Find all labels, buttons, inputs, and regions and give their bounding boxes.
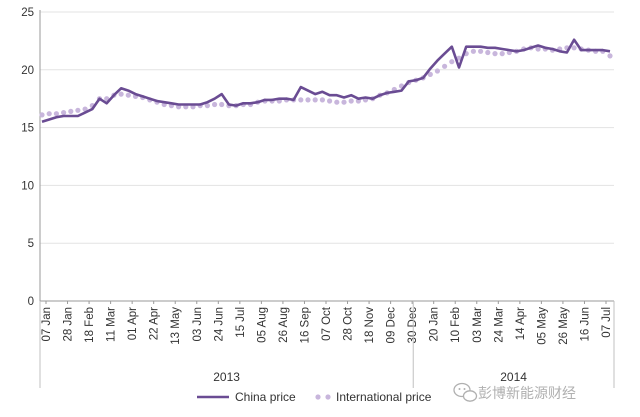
watermark: 彭博新能源财经: [453, 382, 576, 402]
data-point: [427, 71, 433, 77]
x-tick-label: 14 Apr: [515, 307, 527, 340]
data-point: [535, 46, 541, 52]
x-tick-label: 13 May: [170, 307, 182, 345]
data-point: [212, 101, 218, 108]
data-point: [341, 99, 347, 105]
data-point: [305, 97, 311, 103]
x-tick-label: 11 Mar: [106, 307, 118, 342]
x-tick-label: 26 May: [558, 307, 570, 345]
data-point: [118, 91, 124, 97]
y-tick-label: 15: [21, 123, 34, 135]
data-point: [82, 106, 88, 112]
x-tick-label: 15 Jul: [235, 307, 247, 338]
series-international-price: [39, 45, 613, 118]
data-point: [46, 111, 52, 117]
data-point: [492, 51, 498, 57]
data-point: [298, 97, 304, 103]
data-point: [319, 97, 325, 103]
data-point: [434, 68, 440, 74]
x-tick-label: 09 Dec: [386, 307, 398, 344]
data-point: [68, 108, 74, 114]
x-tick-label: 16 Sep: [299, 307, 311, 343]
x-tick-label: 10 Feb: [450, 307, 462, 343]
axes: [39, 10, 614, 304]
x-tick-label: 05 May: [536, 307, 548, 345]
data-point: [53, 111, 60, 117]
data-point: [204, 103, 210, 109]
year-label: 2014: [500, 370, 527, 384]
legend-swatch-international-price: [315, 394, 321, 400]
y-tick-label: 5: [28, 238, 34, 250]
data-point: [219, 101, 225, 108]
x-tick-label: 28 Jan: [63, 307, 75, 342]
x-tick-label: 24 Jun: [213, 307, 225, 342]
year-label: 2013: [213, 370, 240, 384]
data-point: [607, 53, 613, 59]
data-point: [39, 112, 45, 118]
x-tick-label: 28 Oct: [343, 306, 355, 341]
data-point: [327, 98, 333, 104]
gridlines: [40, 11, 614, 244]
y-tick-label: 25: [21, 7, 34, 19]
data-series: [39, 38, 613, 124]
data-point: [334, 99, 340, 105]
x-tick-label: 07 Jul: [601, 307, 613, 338]
x-tick-label: 22 Apr: [149, 307, 161, 340]
wechat-logo-icon: [453, 382, 478, 402]
watermark-text: 彭博新能源财经: [478, 385, 576, 402]
data-point: [485, 49, 491, 56]
x-tick-label: 03 Jun: [192, 307, 204, 342]
x-tick-label: 07 Oct: [321, 306, 333, 341]
x-tick-label: 03 Mar: [472, 307, 484, 343]
data-point: [478, 48, 484, 54]
data-point: [75, 107, 81, 113]
data-point: [348, 98, 354, 104]
x-tick-label: 20 Jan: [429, 307, 441, 342]
x-tick-label: 26 Aug: [278, 307, 290, 343]
data-point: [442, 63, 448, 69]
data-point: [456, 55, 462, 61]
x-tick-label: 16 Jun: [579, 307, 591, 342]
y-tick-label: 10: [21, 180, 34, 192]
data-point: [449, 59, 455, 65]
data-point: [571, 45, 577, 51]
data-point: [312, 97, 318, 103]
year-groups: 2013 2014: [39, 301, 615, 388]
y-tick-labels: 0 5 10 15 20 25: [21, 7, 34, 308]
data-point: [61, 110, 67, 116]
x-tick-label: 01 Apr: [127, 307, 139, 340]
data-point: [499, 51, 505, 57]
legend-label-china-price: China price: [235, 390, 296, 404]
x-tick-labels: 07 Jan 28 Jan 18 Feb 11 Mar 01 Apr 22 Apr 13 M…: [41, 306, 613, 345]
x-tick-label: 05 Aug: [256, 307, 268, 343]
x-tick-label: 24 Mar: [493, 307, 505, 343]
y-tick-label: 20: [21, 65, 34, 77]
x-tick-label: 18 Feb: [84, 307, 96, 343]
x-tick-label: 18 Nov: [364, 307, 376, 344]
legend-swatch-international-price: [325, 394, 331, 400]
y-tick-label: 0: [28, 296, 34, 308]
legend: China price International price: [197, 390, 432, 404]
data-point: [125, 92, 131, 98]
x-tick-label: 07 Jan: [41, 307, 53, 342]
series-line-china-price: [41, 38, 611, 124]
legend-label-international-price: International price: [336, 390, 432, 404]
data-point: [470, 48, 476, 54]
